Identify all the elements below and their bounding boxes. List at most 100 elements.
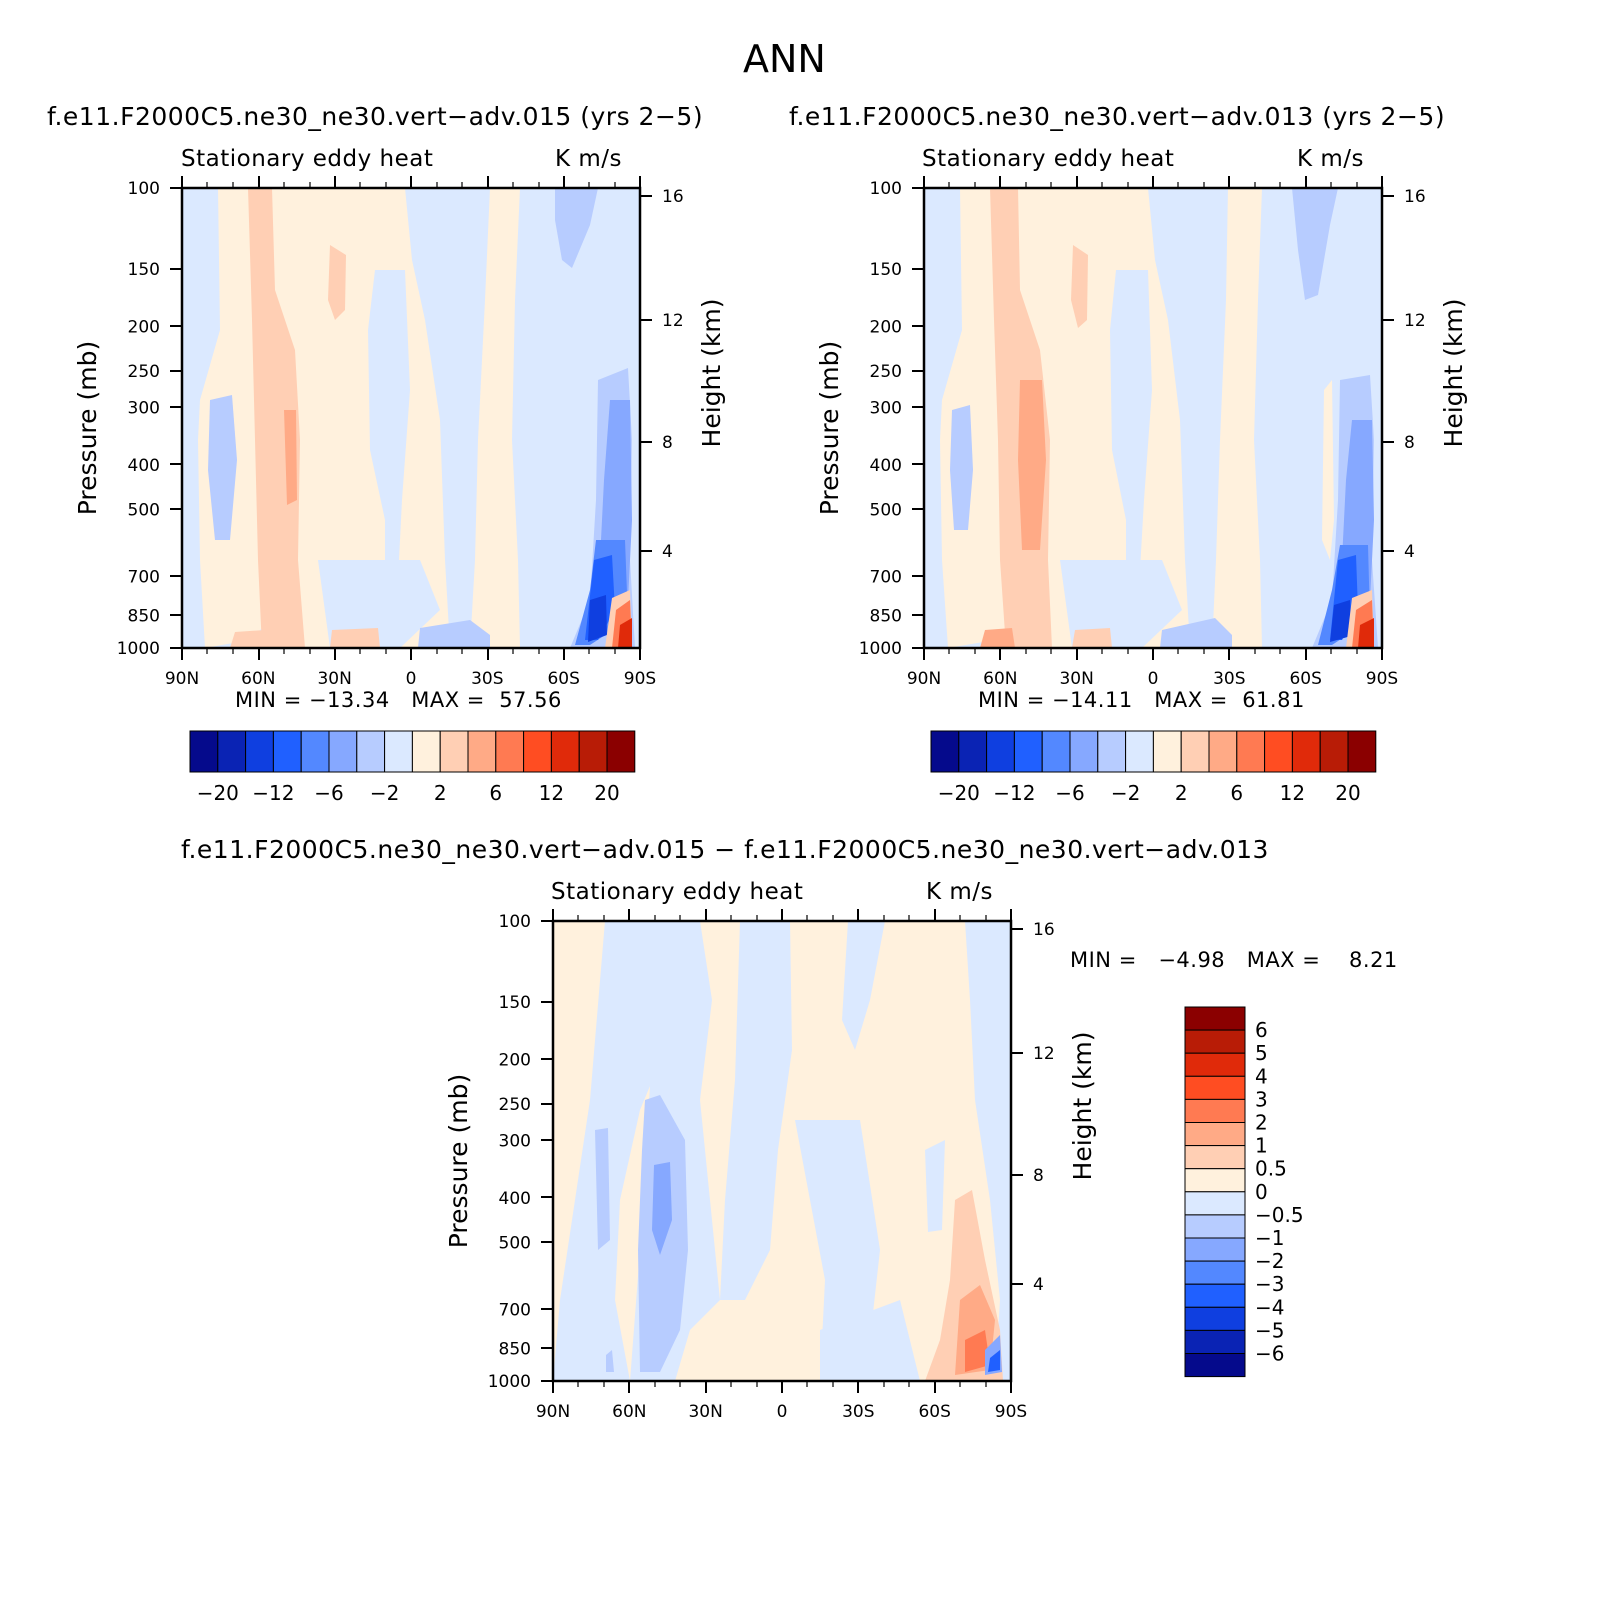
colorbar-swatch bbox=[1184, 1191, 1246, 1216]
panel-2-units-label: K m/s bbox=[1297, 146, 1365, 172]
x-tick-label: 30N bbox=[317, 669, 351, 689]
colorbar-label: −2 bbox=[1111, 781, 1140, 805]
colorbar-swatch bbox=[245, 730, 274, 773]
x-tick-label: 0 bbox=[406, 669, 417, 689]
y-tick-label: 400 bbox=[499, 1189, 531, 1209]
panel-2-axes bbox=[912, 176, 1394, 660]
panel-2-labels: 90N 60N 30N 0 30S 60S 90S 100 150 200 250 300 400 500… bbox=[815, 179, 1468, 689]
colorbar-label: −2 bbox=[1255, 1249, 1284, 1273]
panel-3-axes bbox=[541, 909, 1023, 1393]
height-tick-label: 16 bbox=[1404, 187, 1426, 207]
colorbar-swatch bbox=[1236, 730, 1266, 773]
panel-1-min-max: MIN = −13.34 MAX = 57.56 bbox=[235, 688, 562, 712]
y-axis-title: Pressure (mb) bbox=[73, 341, 102, 515]
y-tick-label: 200 bbox=[870, 317, 902, 337]
colorbar-label: 6 bbox=[489, 781, 502, 805]
panel-1-units-label: K m/s bbox=[555, 146, 623, 172]
x-tick-label: 60S bbox=[547, 669, 579, 689]
colorbar-swatch bbox=[1184, 1052, 1246, 1077]
colorbar-label: 2 bbox=[434, 781, 447, 805]
x-tick-label: 60S bbox=[918, 1402, 950, 1422]
colorbar-swatch bbox=[356, 730, 386, 773]
panel-3-labels: 90N 60N 30N 0 30S 60S 90S 100 150 200 250 300 400 500… bbox=[444, 912, 1097, 1422]
colorbar-label: −20 bbox=[938, 781, 980, 805]
x-tick-label: 60N bbox=[241, 669, 275, 689]
colorbar-label: 12 bbox=[539, 781, 564, 805]
panel-1-variable-label: Stationary eddy heat bbox=[181, 146, 434, 172]
x-tick-label: 90S bbox=[1366, 669, 1398, 689]
colorbar-swatch bbox=[1097, 730, 1127, 773]
x-tick-label: 30S bbox=[842, 1402, 874, 1422]
colorbar-label: 2 bbox=[1175, 781, 1188, 805]
colorbar-swatch bbox=[1319, 730, 1349, 773]
y-tick-label: 150 bbox=[870, 260, 902, 280]
colorbar-swatch bbox=[1291, 730, 1321, 773]
colorbar-label: 20 bbox=[594, 781, 619, 805]
y-tick-label: 700 bbox=[499, 1301, 531, 1321]
colorbar-swatch bbox=[1013, 730, 1043, 773]
y-tick-label: 200 bbox=[499, 1050, 531, 1070]
y-tick-label: 850 bbox=[499, 1340, 531, 1360]
panel-1-title: f.e11.F2000C5.ne30_ne30.vert−adv.015 (yr… bbox=[47, 102, 704, 131]
colorbar-swatch bbox=[986, 730, 1015, 773]
y-tick-label: 200 bbox=[128, 317, 160, 337]
height-tick-label: 16 bbox=[662, 187, 684, 207]
colorbar-label: −4 bbox=[1255, 1295, 1284, 1319]
colorbar-swatch bbox=[1184, 1006, 1246, 1031]
y-tick-label: 400 bbox=[128, 456, 160, 476]
colorbar-swatch bbox=[189, 730, 219, 773]
colorbar-swatch bbox=[1264, 730, 1293, 773]
x-tick-label: 90N bbox=[165, 669, 199, 689]
panel-2-colorbar: −20 −12 −6 −2 2 6 12 20 bbox=[930, 730, 1377, 805]
colorbar-label: −20 bbox=[197, 781, 239, 805]
height-axis-title: Height (km) bbox=[1439, 299, 1468, 448]
y-tick-label: 850 bbox=[128, 607, 160, 627]
y-tick-label: 250 bbox=[128, 362, 160, 382]
colorbar-swatch bbox=[1184, 1075, 1246, 1100]
colorbar-swatch bbox=[958, 730, 988, 773]
panel-2-variable-label: Stationary eddy heat bbox=[922, 146, 1175, 172]
colorbar-swatch bbox=[1041, 730, 1071, 773]
colorbar-swatch bbox=[1184, 1237, 1246, 1262]
colorbar-label: 0 bbox=[1255, 1180, 1268, 1204]
colorbar-swatch bbox=[578, 730, 608, 773]
height-tick-label: 16 bbox=[1033, 920, 1055, 940]
y-tick-label: 700 bbox=[128, 568, 160, 588]
colorbar-swatch bbox=[328, 730, 358, 773]
colorbar-swatch bbox=[1069, 730, 1099, 773]
colorbar-swatch bbox=[523, 730, 552, 773]
y-tick-label: 100 bbox=[128, 179, 160, 199]
y-tick-label: 700 bbox=[870, 568, 902, 588]
colorbar-label: 6 bbox=[1255, 1018, 1268, 1042]
panel-2-field bbox=[924, 188, 1382, 648]
colorbar-label: 2 bbox=[1255, 1111, 1268, 1135]
x-tick-label: 90S bbox=[995, 1402, 1027, 1422]
y-tick-label: 1000 bbox=[117, 639, 160, 659]
colorbar-swatch bbox=[300, 730, 330, 773]
colorbar-swatch bbox=[550, 730, 580, 773]
colorbar-swatch bbox=[272, 730, 302, 773]
y-tick-label: 1000 bbox=[859, 639, 902, 659]
colorbar-label: −1 bbox=[1255, 1226, 1284, 1250]
colorbar-swatch bbox=[1152, 730, 1182, 773]
height-axis-title: Height (km) bbox=[697, 299, 726, 448]
colorbar-label: 20 bbox=[1335, 781, 1360, 805]
y-tick-label: 250 bbox=[499, 1095, 531, 1115]
colorbar-swatch bbox=[411, 730, 441, 773]
colorbar-swatch bbox=[1184, 1029, 1246, 1054]
colorbar-swatch bbox=[1184, 1306, 1246, 1331]
x-tick-label: 90S bbox=[624, 669, 656, 689]
x-tick-label: 60N bbox=[612, 1402, 646, 1422]
colorbar-label: −6 bbox=[1055, 781, 1084, 805]
colorbar-swatch bbox=[439, 730, 469, 773]
x-tick-label: 0 bbox=[1148, 669, 1159, 689]
colorbar-label: −3 bbox=[1255, 1272, 1284, 1296]
height-tick-label: 12 bbox=[1404, 311, 1426, 331]
colorbar-swatch bbox=[1347, 730, 1377, 773]
y-tick-label: 300 bbox=[499, 1131, 531, 1151]
panel-3-units-label: K m/s bbox=[926, 879, 994, 905]
x-tick-label: 90N bbox=[907, 669, 941, 689]
panel-1-axes bbox=[170, 176, 652, 660]
colorbar-swatch bbox=[1184, 1353, 1246, 1378]
panel-3-variable-label: Stationary eddy heat bbox=[551, 879, 804, 905]
